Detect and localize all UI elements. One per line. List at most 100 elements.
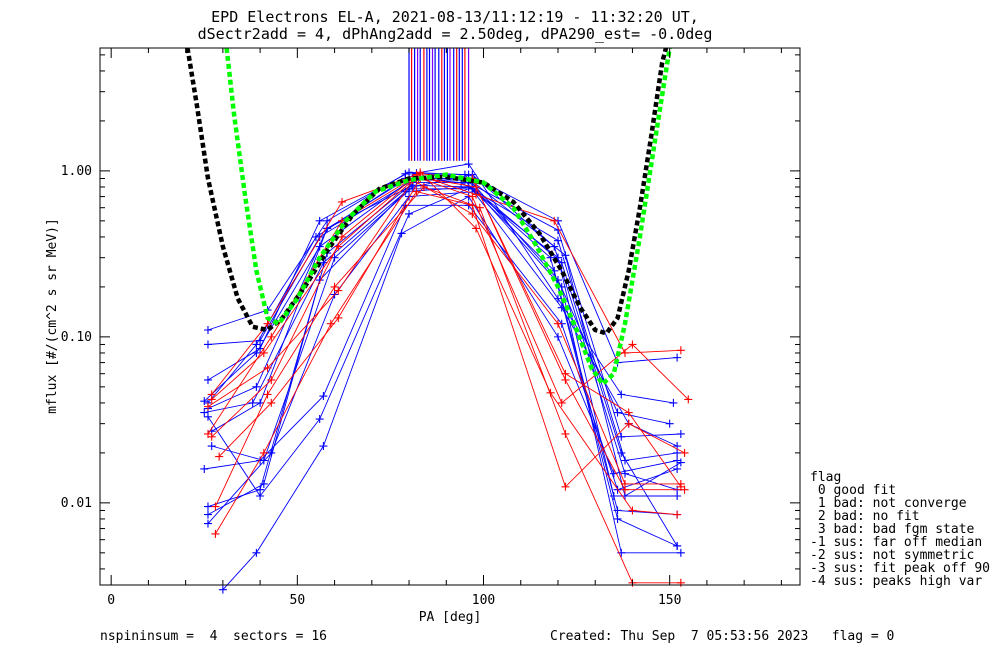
series-marker-b5-2 — [248, 398, 257, 407]
series-marker-b11-5 — [460, 170, 469, 179]
series-marker-b6-8 — [676, 548, 685, 557]
series-marker-b11-1 — [203, 375, 212, 384]
legend-entry-2: 1 bad: not converge — [810, 496, 967, 511]
series-marker-b9-1 — [200, 464, 209, 473]
peak-spikes-group — [408, 48, 470, 161]
series-marker-b14-2 — [256, 491, 265, 500]
series-marker-b8-1 — [203, 519, 212, 528]
legend-entry-5: -1 sus: far off median — [810, 535, 982, 550]
series-marker-r5-5 — [468, 201, 477, 210]
series-r4 — [211, 182, 685, 587]
series-line-r7 — [211, 176, 682, 488]
series-marker-b8-7 — [613, 514, 622, 523]
series-marker-b5-7 — [613, 506, 622, 515]
series-line-b8 — [207, 191, 678, 547]
series-marker-b2-7 — [617, 432, 626, 441]
x-axis-ticks: 0 50 100 150 — [107, 48, 782, 608]
series-marker-b11-7 — [613, 408, 622, 417]
series-marker-b15-2 — [252, 340, 261, 349]
series-line-b14 — [207, 186, 678, 547]
series-marker-b10-6 — [553, 332, 562, 341]
series-marker-r3-3 — [338, 232, 347, 241]
series-marker-r3-5 — [472, 224, 481, 233]
x-tick-label-50: 50 — [290, 593, 306, 608]
series-marker-r5-4 — [412, 187, 421, 196]
series-b10 — [218, 192, 682, 594]
series-marker-r7-7 — [624, 408, 633, 417]
series-line-b15 — [207, 178, 682, 497]
series-marker-r2-1 — [203, 402, 212, 411]
series-marker-b14-4 — [405, 209, 414, 218]
series-marker-b9-8 — [673, 464, 682, 473]
series-marker-r6-8 — [684, 395, 693, 404]
series-marker-r4-3 — [330, 282, 339, 291]
series-marker-b15-3 — [311, 232, 320, 241]
series-line-r3 — [211, 171, 678, 516]
series-marker-r1-8 — [676, 346, 685, 355]
series-marker-b14-1 — [203, 412, 212, 421]
series-marker-r8-8 — [680, 485, 689, 494]
series-marker-r7-1 — [207, 395, 216, 404]
series-marker-b10-8 — [673, 456, 682, 465]
legend-entry-4: 3 bad: bad fgm state — [810, 522, 975, 537]
fit-curves-group — [185, 47, 672, 388]
series-marker-b10-3 — [319, 442, 328, 451]
series-marker-b12-6 — [553, 294, 562, 303]
series-marker-b14-3 — [315, 415, 324, 424]
series-marker-r4-6 — [561, 429, 570, 438]
series-marker-b1-3 — [323, 216, 332, 225]
series-marker-r1-3 — [338, 197, 347, 206]
series-marker-r3-7 — [628, 506, 637, 515]
data-series-group — [200, 160, 693, 594]
green-fit — [224, 47, 672, 388]
series-marker-r2-3 — [334, 286, 343, 295]
series-line-r2 — [207, 179, 681, 485]
series-line-b6 — [207, 186, 681, 554]
series-marker-b4-2 — [252, 382, 261, 391]
x-tick-label-150: 150 — [658, 593, 681, 608]
plot-frame — [99, 47, 801, 586]
series-marker-b1-1 — [203, 326, 212, 335]
series-marker-b14-8 — [673, 541, 682, 550]
legend-entry-1: 0 good fit — [810, 483, 896, 498]
series-marker-r6-6 — [557, 398, 566, 407]
series-marker-r4-2 — [263, 390, 272, 399]
series-marker-r6-1 — [215, 452, 224, 461]
series-marker-b3-7 — [621, 456, 629, 465]
footer-right: Created: Thu Sep 7 05:53:56 2023 flag = … — [550, 629, 894, 644]
series-line-b13 — [211, 174, 678, 491]
series-line-r5 — [215, 191, 685, 535]
series-marker-b11-8 — [665, 419, 674, 428]
series-marker-r2-6 — [553, 319, 562, 328]
y-axis-ticks: 0.01 0.10 1.00 — [61, 54, 800, 570]
series-marker-b11-2 — [256, 344, 265, 353]
series-marker-b7-2 — [259, 479, 268, 488]
series-marker-b7-1 — [203, 510, 212, 519]
legend: flag 0 good fit 1 bad: not converge 2 ba… — [810, 470, 990, 589]
series-marker-b15-8 — [676, 458, 685, 467]
x-tick-label-100: 100 — [472, 593, 495, 608]
series-marker-r8-1 — [203, 429, 212, 438]
series-marker-r4-1 — [211, 502, 220, 511]
series-marker-b15-6 — [561, 251, 570, 260]
series-b8 — [203, 187, 682, 550]
series-r3 — [207, 168, 682, 519]
series-marker-b3-6 — [553, 236, 562, 245]
series-b4 — [203, 181, 682, 500]
series-marker-r1-6 — [550, 216, 559, 225]
series-marker-b3-8 — [673, 448, 682, 457]
series-marker-r8-6 — [561, 375, 570, 384]
series-marker-b5-1 — [200, 408, 209, 417]
series-line-b2 — [207, 182, 681, 438]
series-marker-r5-7 — [624, 419, 633, 428]
series-b14 — [203, 182, 682, 550]
series-marker-r2-2 — [263, 363, 272, 372]
series-marker-b13-1 — [207, 442, 216, 451]
legend-title: flag — [810, 470, 841, 485]
series-marker-b1-8 — [673, 353, 682, 362]
legend-entry-3: 2 bad: no fit — [810, 509, 920, 524]
y-tick-label-1.00: 1.00 — [61, 164, 92, 179]
chart-title-line-2: dSectr2add = 4, dPhAng2add = 2.50deg, dP… — [198, 25, 713, 43]
series-line-b5 — [204, 188, 678, 516]
series-marker-r3-2 — [267, 375, 276, 384]
